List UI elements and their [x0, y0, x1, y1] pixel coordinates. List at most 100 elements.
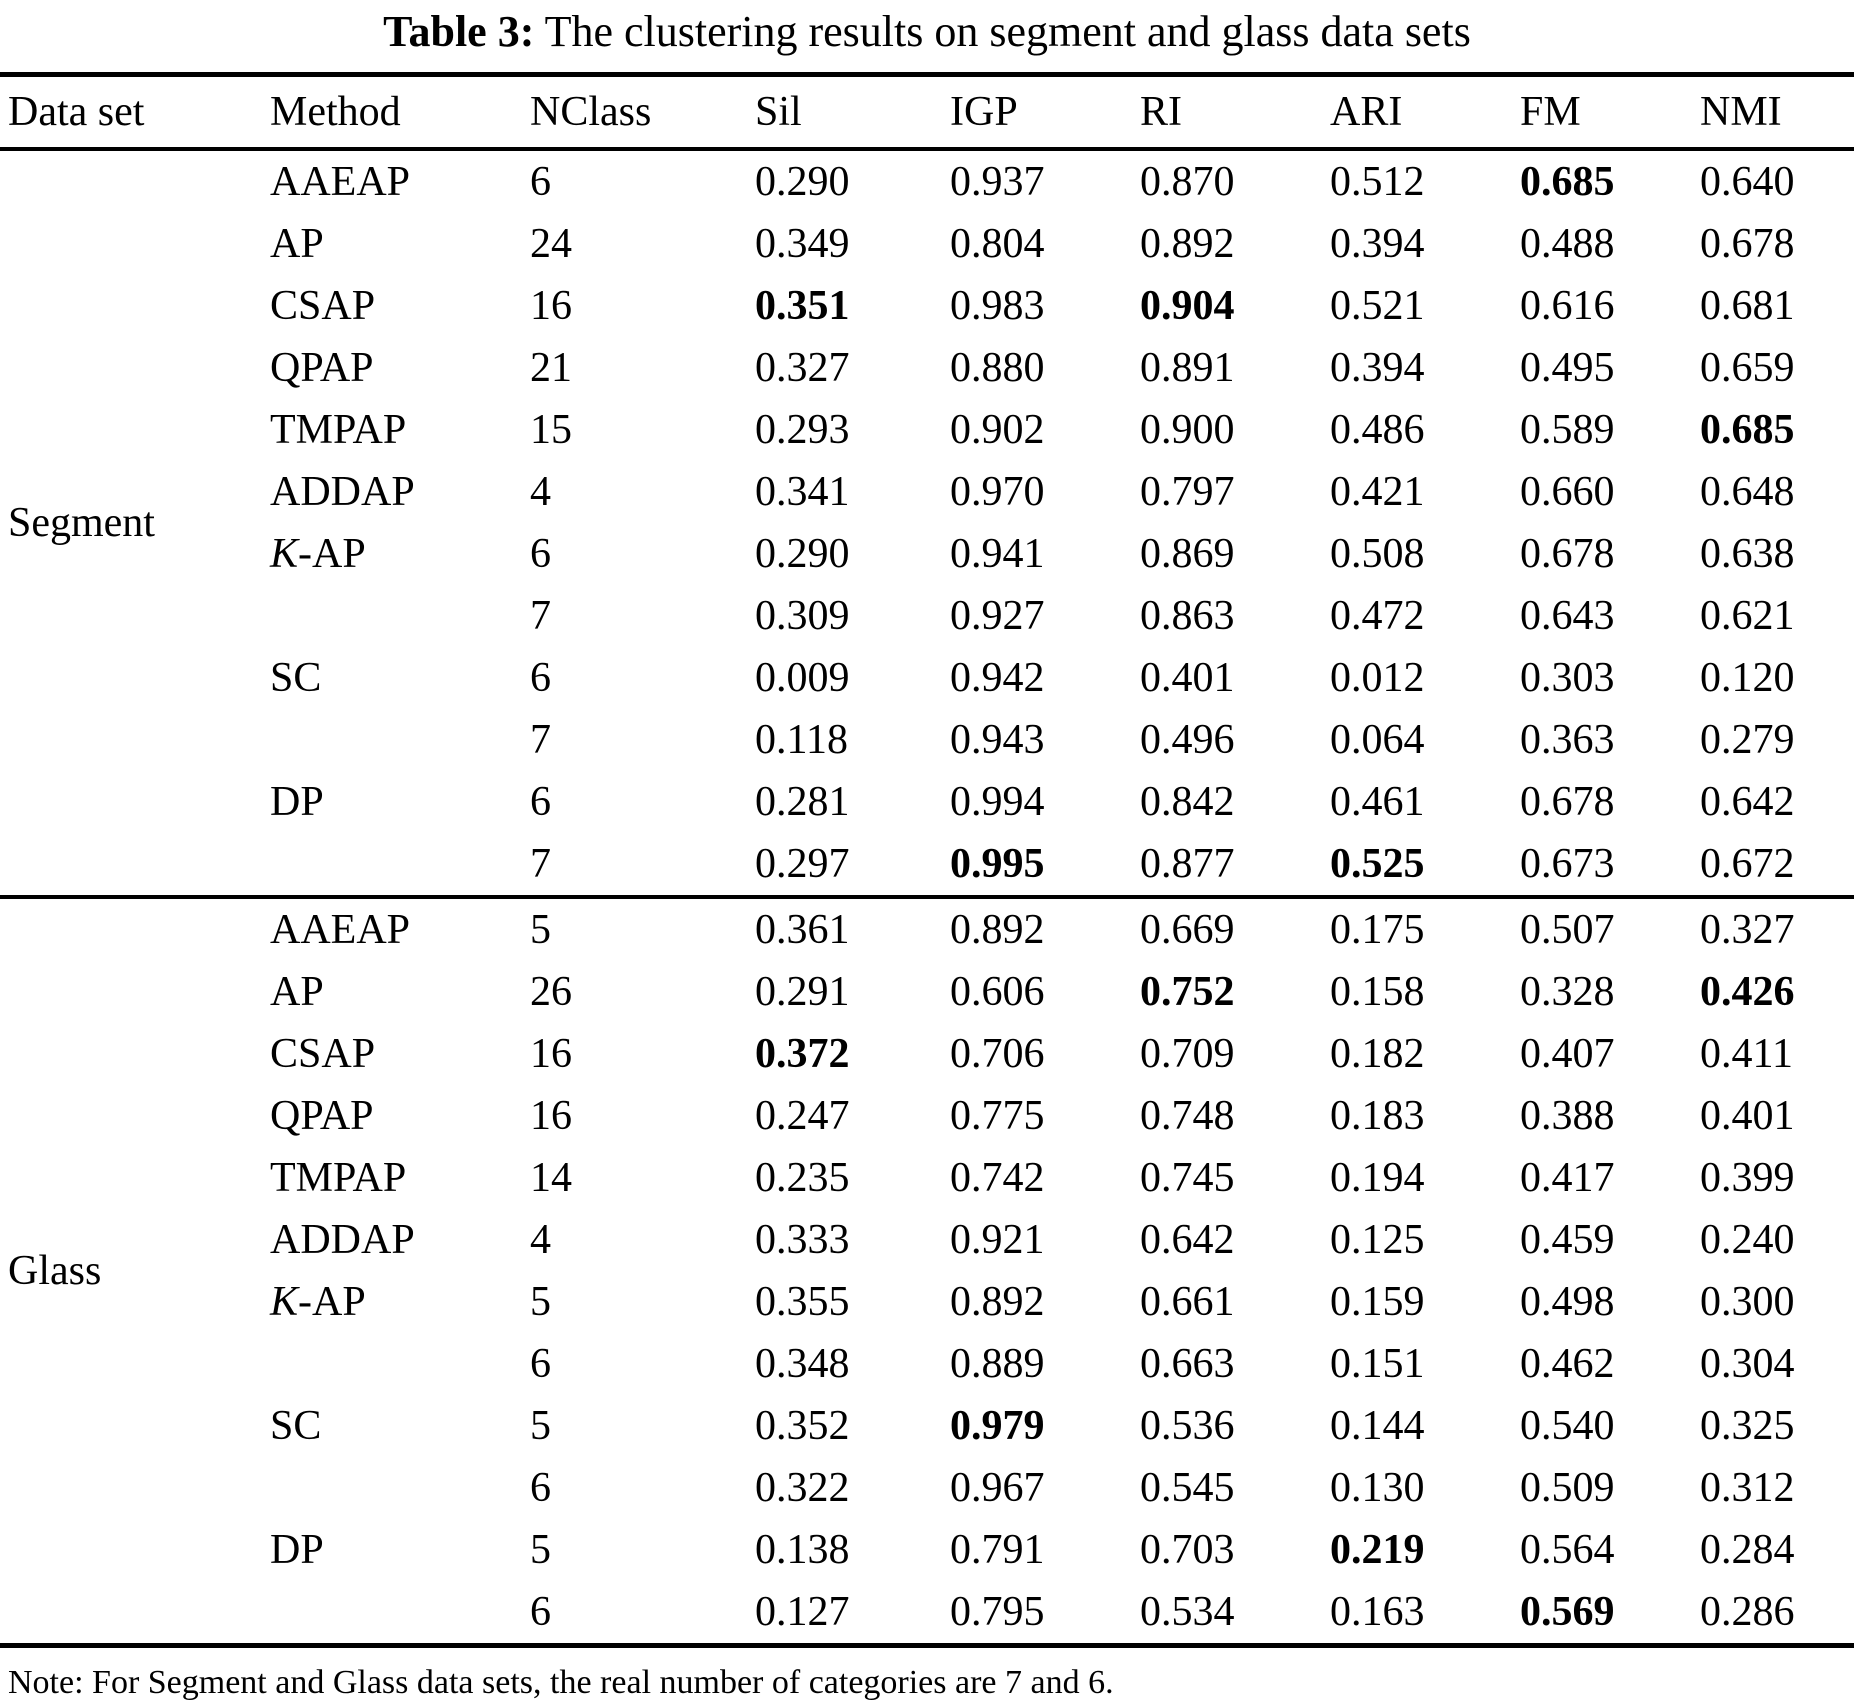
cell-method: DP: [270, 1526, 324, 1573]
cell-ri: 0.842: [1140, 778, 1235, 825]
cell-sil: 0.127: [755, 1588, 850, 1635]
cell-sil: 0.351: [755, 282, 850, 329]
table-row: TMPAP 15 0.293 0.902 0.900 0.486 0.589 0.685: [0, 399, 1854, 461]
cell-ari: 0.394: [1330, 344, 1425, 391]
cell-ri: 0.534: [1140, 1588, 1235, 1635]
cell-igp: 0.775: [950, 1092, 1045, 1139]
dataset-group-glass: Glass AAEAP 5 0.361 0.892 0.669 0.175 0.507 0.32…: [0, 897, 1854, 1646]
cell-sil: 0.290: [755, 530, 850, 577]
dataset-group-segment: Segment AAEAP 6 0.290 0.937 0.870 0.512 0.685 0.…: [0, 149, 1854, 897]
cell-method: AP: [270, 968, 324, 1015]
cell-ari: 0.421: [1330, 468, 1425, 515]
cell-igp: 0.983: [950, 282, 1045, 329]
cell-sil: 0.341: [755, 468, 850, 515]
cell-fm: 0.509: [1520, 1464, 1615, 1511]
cell-ari: 0.219: [1330, 1526, 1425, 1573]
cell-nclass: 26: [530, 968, 572, 1015]
cell-ari: 0.151: [1330, 1340, 1425, 1387]
table-row: Glass AAEAP 5 0.361 0.892 0.669 0.175 0.507 0.32…: [0, 897, 1854, 1294]
cell-sil: 0.355: [755, 1278, 850, 1325]
cell-nmi: 0.284: [1700, 1526, 1795, 1573]
cell-method: K-AP: [270, 1278, 366, 1325]
cell-sil: 0.352: [755, 1402, 850, 1449]
table-row: CSAP 16 0.351 0.983 0.904 0.521 0.616 0.681: [0, 275, 1854, 337]
cell-method: [270, 709, 530, 771]
cell-ari: 0.512: [1330, 158, 1425, 205]
cell-sil: 0.291: [755, 968, 850, 1015]
cell-igp: 0.994: [950, 778, 1045, 825]
cell-ri: 0.536: [1140, 1402, 1235, 1449]
cell-nmi: 0.648: [1700, 468, 1795, 515]
cell-method: CSAP: [270, 282, 376, 329]
cell-igp: 0.706: [950, 1030, 1045, 1077]
cell-nmi: 0.640: [1700, 158, 1795, 205]
cell-ari: 0.130: [1330, 1464, 1425, 1511]
table-title-label: Table 3:: [383, 7, 535, 56]
cell-fm: 0.569: [1520, 1588, 1615, 1635]
cell-igp: 0.943: [950, 716, 1045, 763]
cell-ari: 0.182: [1330, 1030, 1425, 1077]
cell-nclass: 7: [530, 592, 551, 639]
table-row: ADDAP 4 0.341 0.970 0.797 0.421 0.660 0.648: [0, 461, 1854, 523]
cell-sil: 0.293: [755, 406, 850, 453]
cell-sil: 0.290: [755, 158, 850, 205]
cell-sil: 0.235: [755, 1154, 850, 1201]
cell-ri: 0.545: [1140, 1464, 1235, 1511]
cell-ari: 0.125: [1330, 1216, 1425, 1263]
cell-nclass: 5: [530, 1278, 551, 1325]
table-header: Data set Method NClass Sil IGP RI ARI FM…: [0, 75, 1854, 149]
table-row: SC 6 0.009 0.942 0.401 0.012 0.303 0.120: [0, 647, 1854, 709]
cell-nclass: 4: [530, 1216, 551, 1263]
cell-ri: 0.797: [1140, 468, 1235, 515]
table-row: QPAP 21 0.327 0.880 0.891 0.394 0.495 0.659: [0, 337, 1854, 399]
cell-fm: 0.564: [1520, 1526, 1615, 1573]
table-row: 6 0.127 0.795 0.534 0.163 0.569 0.286: [0, 1581, 1854, 1646]
column-header-nmi: NMI: [1700, 88, 1782, 135]
table-title: Table 3: The clustering results on segme…: [0, 0, 1854, 72]
cell-ri: 0.661: [1140, 1278, 1235, 1325]
cell-ari: 0.163: [1330, 1588, 1425, 1635]
cell-nclass: 7: [530, 840, 551, 887]
cell-ari: 0.521: [1330, 282, 1425, 329]
cell-nmi: 0.120: [1700, 654, 1795, 701]
table-row: SC 5 0.352 0.979 0.536 0.144 0.540 0.325: [0, 1395, 1854, 1457]
cell-ri: 0.877: [1140, 840, 1235, 887]
column-header-method: Method: [270, 88, 401, 135]
cell-nclass: 16: [530, 1092, 572, 1139]
cell-igp: 0.921: [950, 1216, 1045, 1263]
cell-igp: 0.927: [950, 592, 1045, 639]
cell-nmi: 0.327: [1700, 906, 1795, 953]
cell-ari: 0.158: [1330, 968, 1425, 1015]
cell-nclass: 7: [530, 716, 551, 763]
cell-nmi: 0.312: [1700, 1464, 1795, 1511]
cell-method: AAEAP: [270, 906, 411, 953]
cell-nmi: 0.426: [1700, 968, 1795, 1015]
cell-method: [270, 1333, 530, 1395]
cell-igp: 0.880: [950, 344, 1045, 391]
cell-fm: 0.495: [1520, 344, 1615, 391]
cell-nmi: 0.681: [1700, 282, 1795, 329]
cell-sil: 0.281: [755, 778, 850, 825]
column-header-nclass: NClass: [530, 88, 652, 135]
cell-ri: 0.748: [1140, 1092, 1235, 1139]
table-row: K-AP 6 0.290 0.941 0.869 0.508 0.678 0.638: [0, 523, 1854, 585]
cell-method: AP: [270, 220, 324, 267]
cell-ri: 0.709: [1140, 1030, 1235, 1077]
cell-sil: 0.361: [755, 906, 850, 953]
cell-nclass: 15: [530, 406, 572, 453]
cell-nmi: 0.401: [1700, 1092, 1795, 1139]
cell-fm: 0.589: [1520, 406, 1615, 453]
cell-ari: 0.508: [1330, 530, 1425, 577]
cell-sil: 0.333: [755, 1216, 850, 1263]
cell-method: SC: [270, 1402, 322, 1449]
cell-fm: 0.678: [1520, 778, 1615, 825]
cell-fm: 0.462: [1520, 1340, 1615, 1387]
cell-nclass: 4: [530, 468, 551, 515]
cell-nmi: 0.286: [1700, 1588, 1795, 1635]
cell-fm: 0.407: [1520, 1030, 1615, 1077]
cell-ari: 0.461: [1330, 778, 1425, 825]
cell-fm: 0.643: [1520, 592, 1615, 639]
cell-igp: 0.606: [950, 968, 1045, 1015]
table-row: 6 0.322 0.967 0.545 0.130 0.509 0.312: [0, 1457, 1854, 1519]
